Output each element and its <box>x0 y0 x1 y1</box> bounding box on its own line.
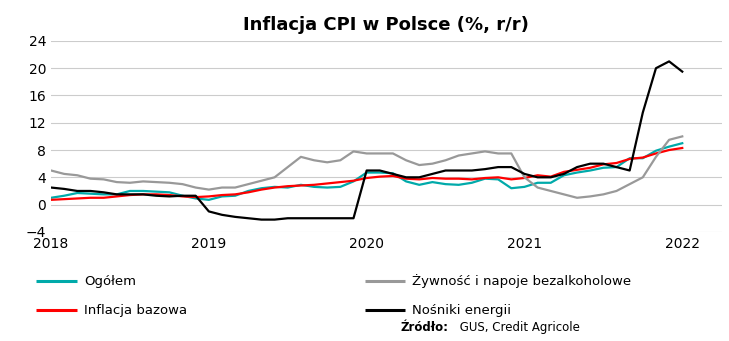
Text: Ogółem: Ogółem <box>84 275 136 288</box>
Text: Źródło:: Źródło: <box>401 321 449 334</box>
Text: Inflacja bazowa: Inflacja bazowa <box>84 304 187 317</box>
Text: GUS, Credit Agricole: GUS, Credit Agricole <box>456 321 580 334</box>
Text: Żywność i napoje bezalkoholowe: Żywność i napoje bezalkoholowe <box>412 275 631 288</box>
Title: Inflacja CPI w Polsce (%, r/r): Inflacja CPI w Polsce (%, r/r) <box>243 16 529 34</box>
Text: Nośniki energii: Nośniki energii <box>412 304 511 317</box>
